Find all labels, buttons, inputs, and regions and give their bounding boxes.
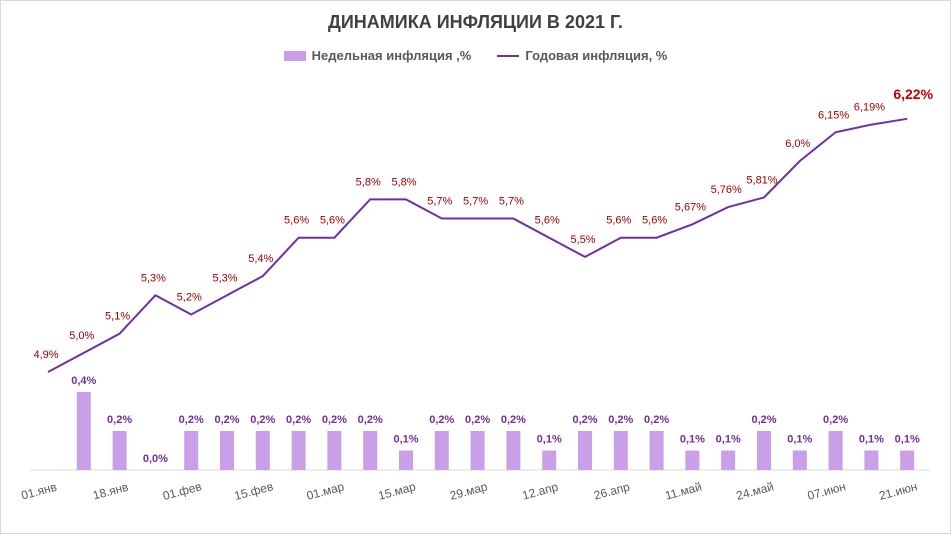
weekly-bar-label: 0,0%: [143, 453, 168, 465]
annual-label: 5,81%: [746, 174, 777, 186]
weekly-bar: [613, 431, 628, 470]
weekly-bar: [900, 450, 915, 470]
x-tick-label: 12.апр: [521, 480, 560, 503]
annual-label: 5,67%: [675, 201, 706, 213]
annual-label-latest: 6,22%: [893, 86, 933, 102]
annual-label: 5,7%: [463, 196, 488, 208]
annual-label: 6,19%: [854, 102, 885, 114]
x-tick-label: 15.мар: [377, 479, 418, 503]
weekly-bar: [578, 431, 592, 470]
weekly-bar: [757, 431, 771, 470]
legend-label-annual: Годовая инфляция, %: [525, 48, 668, 63]
weekly-bar: [291, 431, 306, 470]
weekly-bar: [255, 431, 270, 470]
x-tick-label: 18.янв: [91, 480, 130, 503]
annual-label: 5,0%: [69, 330, 94, 342]
annual-label: 5,4%: [248, 253, 273, 265]
weekly-bar: [506, 431, 521, 470]
annual-label: 6,15%: [818, 109, 849, 121]
annual-label: 5,6%: [642, 215, 667, 227]
weekly-bar-label: 0,2%: [250, 414, 275, 426]
weekly-bar-label: 0,2%: [179, 414, 204, 426]
x-tick-label: 07.июн: [806, 479, 847, 503]
weekly-bar-label: 0,4%: [71, 375, 96, 387]
weekly-bar: [434, 431, 449, 470]
weekly-bar: [685, 450, 700, 470]
weekly-bar-label: 0,1%: [680, 434, 705, 446]
weekly-bar-label: 0,1%: [393, 434, 418, 446]
legend-item-annual: Годовая инфляция, %: [497, 48, 667, 63]
x-tick-label: 11.май: [663, 480, 703, 503]
weekly-bar-label: 0,2%: [465, 414, 490, 426]
chart-title: ДИНАМИКА ИНФЛЯЦИИ В 2021 Г.: [328, 12, 623, 32]
weekly-bar-label: 0,2%: [608, 414, 633, 426]
annual-label: 5,7%: [427, 196, 452, 208]
legend-swatch-line: [497, 54, 520, 57]
x-tick-label: 29.мар: [448, 479, 489, 503]
legend: Недельная инфляция ,% Годовая инфляция, …: [0, 48, 951, 63]
annual-label: 5,6%: [284, 215, 309, 227]
weekly-bar: [399, 450, 413, 470]
weekly-bar: [220, 431, 234, 470]
weekly-bar: [864, 450, 879, 470]
weekly-bar-label: 0,2%: [823, 414, 848, 426]
weekly-bar: [792, 450, 807, 470]
weekly-bar-label: 0,2%: [572, 414, 597, 426]
annual-label: 5,7%: [499, 196, 524, 208]
annual-label: 5,2%: [177, 291, 202, 303]
legend-label-weekly: Недельная инфляция ,%: [311, 48, 472, 63]
annual-label: 5,1%: [105, 311, 130, 323]
weekly-bar: [649, 431, 664, 470]
annual-label: 5,3%: [141, 272, 166, 284]
annual-label: 5,8%: [356, 176, 381, 188]
annual-label: 5,8%: [391, 176, 416, 188]
weekly-bar-label: 0,1%: [859, 434, 884, 446]
x-tick-label: 26.апр: [592, 480, 631, 503]
weekly-bar-label: 0,1%: [895, 434, 920, 446]
weekly-bar: [363, 431, 378, 470]
weekly-bar: [184, 431, 199, 470]
weekly-bar: [828, 431, 843, 470]
x-tick-label: 21.июн: [878, 479, 919, 503]
x-tick-label: 01.янв: [20, 480, 59, 503]
annual-label: 5,6%: [535, 215, 560, 227]
weekly-bar-label: 0,2%: [501, 414, 526, 426]
weekly-bar: [470, 431, 485, 470]
annual-label: 5,6%: [320, 215, 345, 227]
weekly-bar: [721, 450, 736, 470]
weekly-bar: [112, 431, 127, 470]
weekly-bar-label: 0,1%: [537, 434, 562, 446]
weekly-bar-label: 0,2%: [429, 414, 454, 426]
annual-label: 5,3%: [212, 272, 237, 284]
weekly-bar-label: 0,1%: [716, 434, 741, 446]
weekly-bar-label: 0,2%: [286, 414, 311, 426]
legend-swatch-bar: [283, 50, 306, 61]
weekly-bar: [542, 450, 557, 470]
annual-label: 5,6%: [606, 215, 631, 227]
x-tick-label: 01.фев: [161, 479, 203, 503]
x-tick-label: 15.фев: [233, 479, 275, 503]
annual-label: 5,76%: [711, 184, 742, 196]
annual-label: 4,9%: [33, 349, 58, 361]
x-tick-label: 24.май: [735, 479, 776, 502]
weekly-bar-label: 0,2%: [358, 414, 383, 426]
annual-label: 5,5%: [570, 234, 595, 246]
weekly-bar-label: 0,2%: [644, 414, 669, 426]
weekly-bar-label: 0,2%: [107, 414, 132, 426]
weekly-bar-label: 0,2%: [214, 414, 239, 426]
x-tick-label: 01.мар: [305, 479, 346, 503]
annual-inflation-line: [47, 117, 908, 373]
legend-item-weekly: Недельная инфляция ,%: [283, 48, 472, 63]
weekly-bar-label: 0,1%: [787, 434, 812, 446]
weekly-bar-label: 0,2%: [751, 414, 776, 426]
weekly-bar: [76, 392, 91, 470]
annual-label: 6,0%: [785, 138, 810, 150]
weekly-bar: [327, 431, 342, 470]
weekly-bar-label: 0,2%: [322, 414, 347, 426]
